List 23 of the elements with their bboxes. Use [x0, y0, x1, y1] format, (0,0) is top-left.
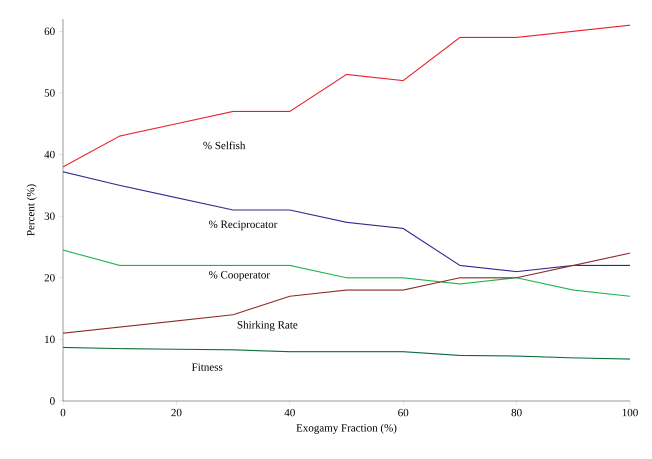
x-axis-title: Exogamy Fraction (%) — [296, 424, 396, 434]
x-tick-label: 80 — [512, 408, 522, 416]
series-label: % Reciprocator — [208, 220, 278, 230]
y-tick-label: 60 — [44, 28, 55, 36]
y-tick-label: 30 — [44, 212, 55, 220]
x-tick-label: 20 — [171, 408, 182, 416]
y-axis-title: Percent (%) — [26, 184, 37, 236]
x-tick-label: 40 — [284, 408, 295, 416]
text: % Selfish — [203, 141, 246, 150]
series-label: Fitness — [192, 363, 222, 371]
x-tick-label: 60 — [398, 408, 408, 416]
y-tick-label: 0 — [50, 397, 55, 405]
y-tick-label: 50 — [44, 89, 55, 97]
y-tick-label: 20 — [44, 274, 55, 282]
line-series — [63, 171, 630, 272]
x-tick-label: 100 — [622, 408, 638, 416]
series-label: Shirking Rate — [238, 320, 298, 331]
line-series — [63, 252, 630, 334]
line-series — [63, 24, 630, 168]
x-tick-label: 0 — [60, 408, 66, 416]
series-label: % Cooperator — [208, 271, 270, 281]
y-tick-label: 10 — [45, 336, 55, 344]
y-tick-label: 40 — [44, 150, 55, 158]
